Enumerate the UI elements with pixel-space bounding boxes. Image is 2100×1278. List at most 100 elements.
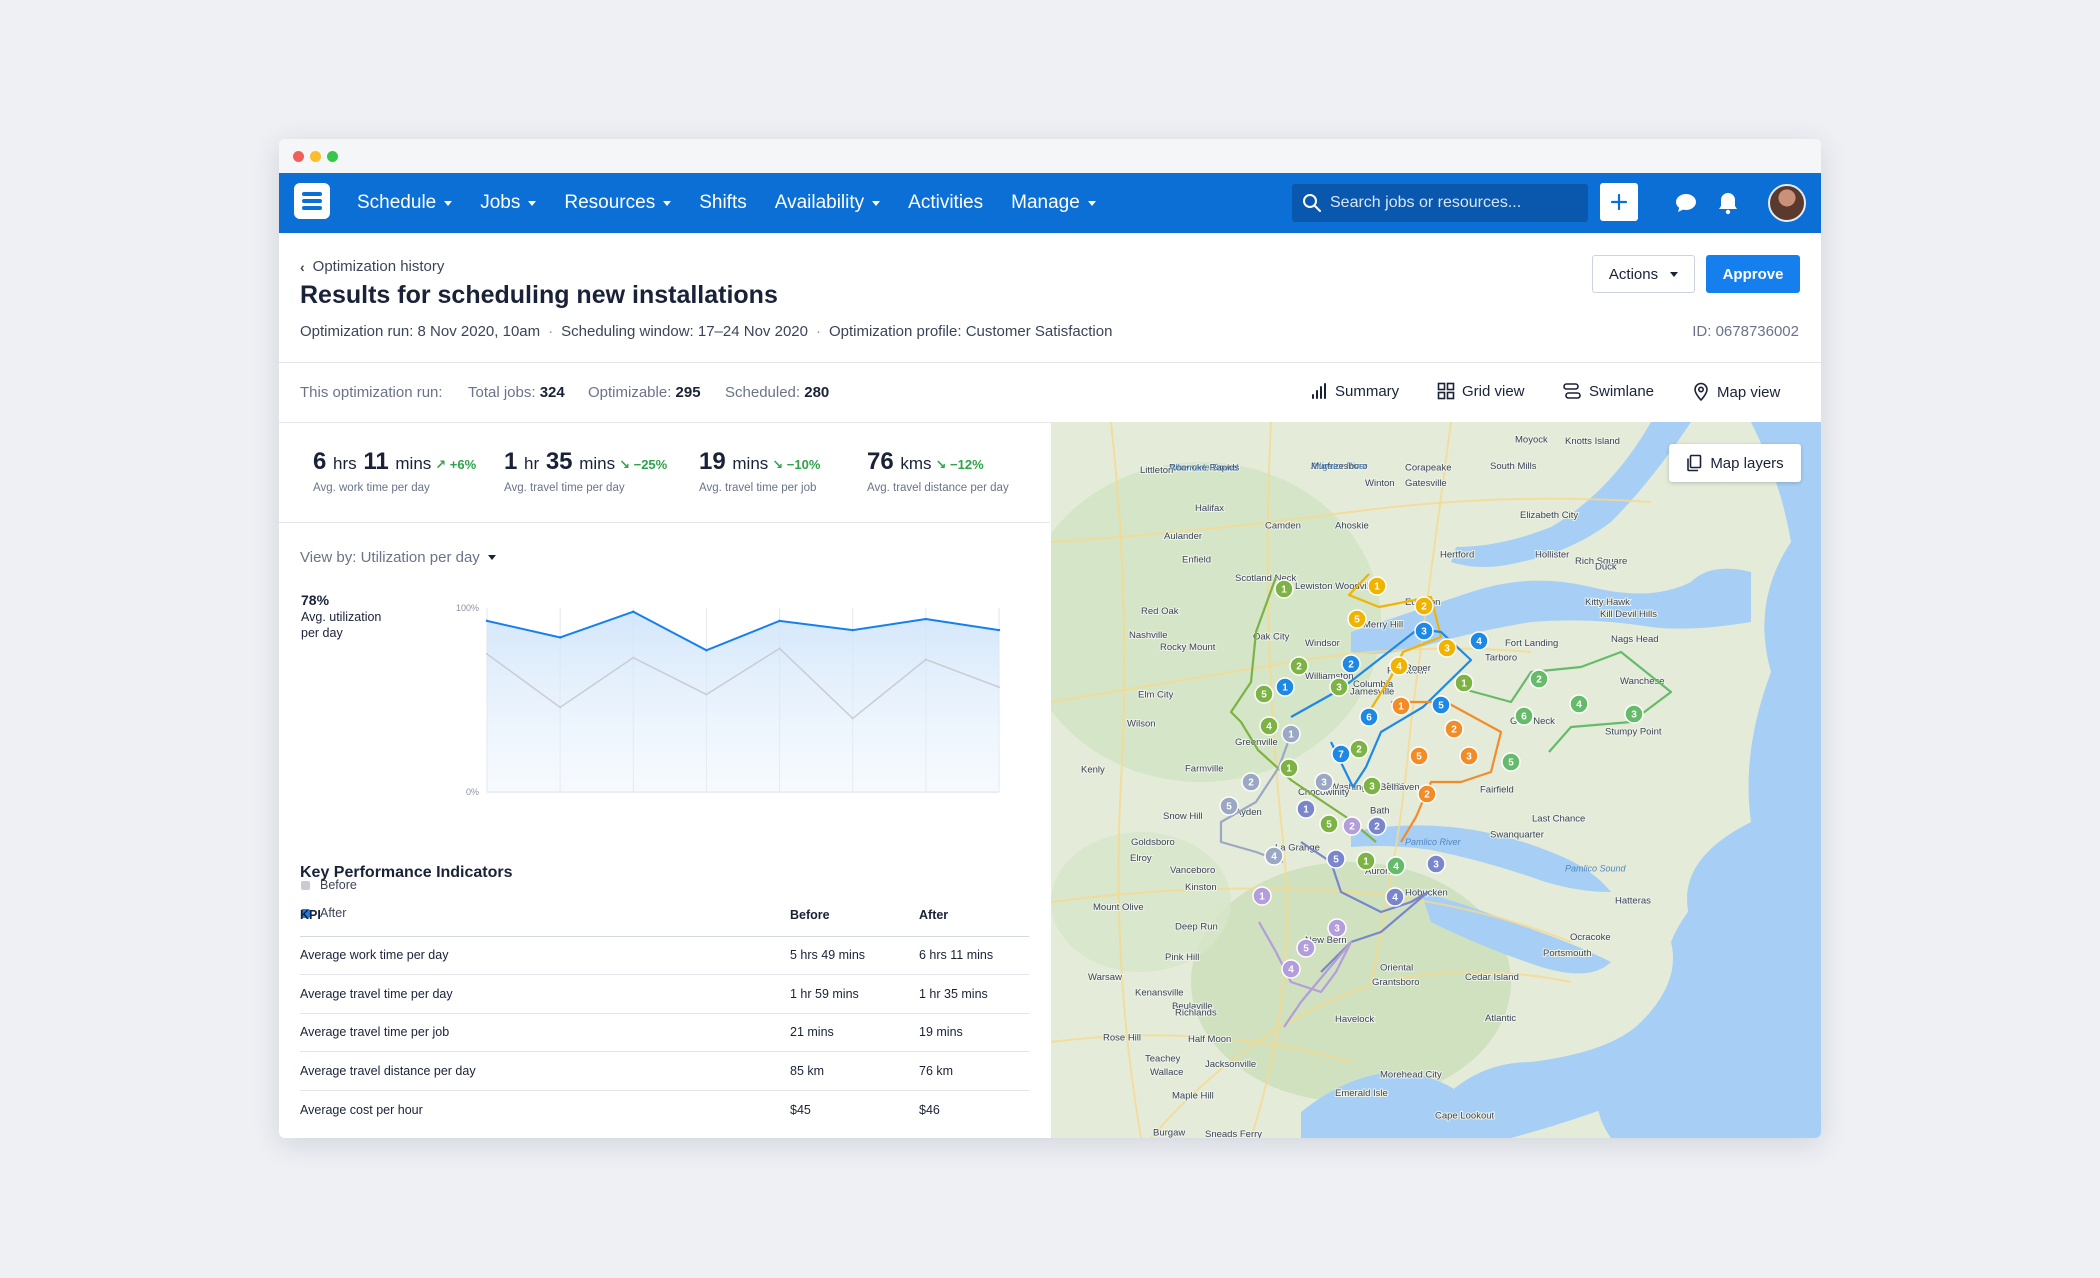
map-place-label: Camden bbox=[1265, 520, 1301, 531]
map-canvas[interactable]: Roanoke Rapids Murfreesboro Winton Gatesvil… bbox=[1051, 422, 1821, 1138]
route-stop-number: 2 bbox=[1536, 675, 1542, 686]
neuse-river bbox=[1421, 892, 1611, 974]
route-stop-marker bbox=[1219, 796, 1239, 816]
map-place-label: Teachey bbox=[1145, 1054, 1181, 1065]
route-stop-marker bbox=[1385, 887, 1405, 907]
route-stop-marker bbox=[1529, 669, 1549, 689]
route-stop-number: 2 bbox=[1356, 745, 1362, 756]
map-place-label: Windsor bbox=[1305, 638, 1340, 649]
summary-view-button[interactable]: Summary bbox=[1310, 382, 1399, 400]
kpi-cell-kpi: Average travel distance per day bbox=[300, 1051, 790, 1091]
y-tick-label: 100% bbox=[456, 603, 479, 613]
actions-dropdown[interactable]: Actions bbox=[1592, 255, 1695, 293]
map-layers-button[interactable]: Map layers bbox=[1669, 444, 1801, 482]
route-stop-number: 1 bbox=[1461, 679, 1467, 690]
map-place-label: Warsaw bbox=[1088, 972, 1122, 983]
app-logo-icon[interactable] bbox=[294, 183, 330, 219]
ocean bbox=[1597, 422, 1821, 1138]
back-link[interactable]: ‹ Optimization history bbox=[300, 258, 444, 275]
maximize-window-dot[interactable] bbox=[327, 151, 338, 162]
metric-delta: ↘ −25% bbox=[619, 457, 668, 472]
map-place-label: Elizabeth City bbox=[1520, 510, 1578, 521]
map-place-label: Aulander bbox=[1164, 531, 1202, 542]
map-view-button[interactable]: Map view bbox=[1692, 382, 1780, 402]
map-place-label: Oriental bbox=[1380, 963, 1413, 974]
search-icon bbox=[1303, 194, 1321, 212]
map-place-label: Pink Hill bbox=[1165, 952, 1199, 963]
nav-item-manage[interactable]: Manage bbox=[1011, 192, 1096, 214]
road bbox=[1051, 497, 1652, 543]
nav-item-schedule[interactable]: Schedule bbox=[357, 192, 453, 214]
route-map[interactable]: Roanoke Rapids Murfreesboro Winton Gatesvil… bbox=[1051, 422, 1821, 1138]
route-stop-marker bbox=[1391, 696, 1411, 716]
add-button[interactable] bbox=[1600, 183, 1638, 221]
map-place-label: Burgaw bbox=[1153, 1128, 1185, 1138]
nav-item-activities[interactable]: Activities bbox=[908, 192, 983, 214]
metric-travel-distance: 76 kms ↘ −12% Avg. travel distance per da… bbox=[867, 448, 1009, 494]
map-place-label: Sneads Ferry bbox=[1205, 1129, 1262, 1138]
route-stop-marker bbox=[1514, 706, 1534, 726]
nav-item-jobs[interactable]: Jobs bbox=[480, 192, 537, 214]
kpi-cell-before: $45 bbox=[790, 1102, 811, 1117]
route-stop-marker bbox=[1279, 758, 1299, 778]
y-tick-label: 0% bbox=[466, 787, 479, 797]
close-window-dot[interactable] bbox=[293, 151, 304, 162]
total-jobs: Total jobs: 324 bbox=[468, 384, 565, 401]
nav-item-resources[interactable]: Resources bbox=[564, 192, 672, 214]
metric-delta: ↘ −12% bbox=[935, 457, 984, 472]
swimlane-icon bbox=[1563, 383, 1581, 399]
route-stop-marker bbox=[1326, 849, 1346, 869]
kpi-header-after: After bbox=[919, 894, 1029, 937]
map-place-label: Beulaville bbox=[1172, 1001, 1213, 1012]
route-stop-number: 5 bbox=[1416, 752, 1422, 763]
route-stop-number: 4 bbox=[1476, 637, 1482, 648]
route-stop-marker bbox=[1275, 677, 1295, 697]
nav-item-shifts[interactable]: Shifts bbox=[699, 192, 747, 214]
swimlane-view-button[interactable]: Swimlane bbox=[1562, 382, 1654, 400]
bell-icon[interactable] bbox=[1715, 190, 1741, 216]
route-stop-marker bbox=[1259, 716, 1279, 736]
kpi-cell-before: 85 km bbox=[790, 1051, 919, 1091]
before-point bbox=[778, 647, 781, 650]
before-point bbox=[632, 656, 635, 659]
route-stop-marker bbox=[1356, 851, 1376, 871]
route-stop-marker bbox=[1469, 631, 1489, 651]
pamlico-river bbox=[1351, 825, 1611, 892]
map-place-label: Littleton bbox=[1140, 465, 1173, 476]
grid-icon bbox=[1437, 382, 1455, 400]
route-line bbox=[1219, 733, 1293, 864]
route-line bbox=[1229, 576, 1377, 843]
grid-view-button[interactable]: Grid view bbox=[1437, 382, 1525, 400]
road bbox=[1110, 422, 1142, 1138]
kpi-title: Key Performance Indicators bbox=[300, 864, 513, 881]
route-stop-number: 3 bbox=[1369, 782, 1375, 793]
route-stop-number: 1 bbox=[1282, 683, 1288, 694]
map-place-label: Kinston bbox=[1185, 882, 1217, 893]
user-avatar[interactable] bbox=[1768, 184, 1806, 222]
route-stop-marker bbox=[1431, 695, 1451, 715]
metric-travel-per-job: 19 mins ↘ −10% Avg. travel time per job bbox=[699, 448, 821, 494]
map-place-label: Roper bbox=[1405, 663, 1431, 674]
route-stop-number: 3 bbox=[1421, 627, 1427, 638]
route-stop-marker bbox=[1459, 746, 1479, 766]
chat-icon[interactable] bbox=[1673, 190, 1699, 216]
map-place-label: Maple Hill bbox=[1172, 1091, 1214, 1102]
route-stop-marker bbox=[1359, 707, 1379, 727]
map-place-label: Stumpy Point bbox=[1605, 726, 1662, 737]
route-stop-number: 2 bbox=[1349, 822, 1355, 833]
route-stop-marker bbox=[1281, 724, 1301, 744]
minimize-window-dot[interactable] bbox=[310, 151, 321, 162]
nav-item-availability[interactable]: Availability bbox=[775, 192, 881, 214]
map-place-label: Winton bbox=[1365, 478, 1395, 489]
after-point bbox=[705, 649, 708, 652]
map-place-label: Farmville bbox=[1185, 763, 1224, 774]
map-place-label: Rich Square bbox=[1575, 556, 1627, 567]
route-stop-number: 5 bbox=[1326, 820, 1332, 831]
legend-before: Before bbox=[301, 878, 357, 892]
map-place-label: Emerald Isle bbox=[1335, 1088, 1388, 1099]
search-box[interactable] bbox=[1292, 184, 1588, 222]
view-by-dropdown[interactable]: View by: Utilization per day bbox=[300, 549, 496, 566]
table-row: Average travel time per job 21 mins 19 min… bbox=[300, 1013, 1029, 1052]
search-input[interactable] bbox=[1330, 194, 1580, 212]
approve-button[interactable]: Approve bbox=[1706, 255, 1800, 293]
